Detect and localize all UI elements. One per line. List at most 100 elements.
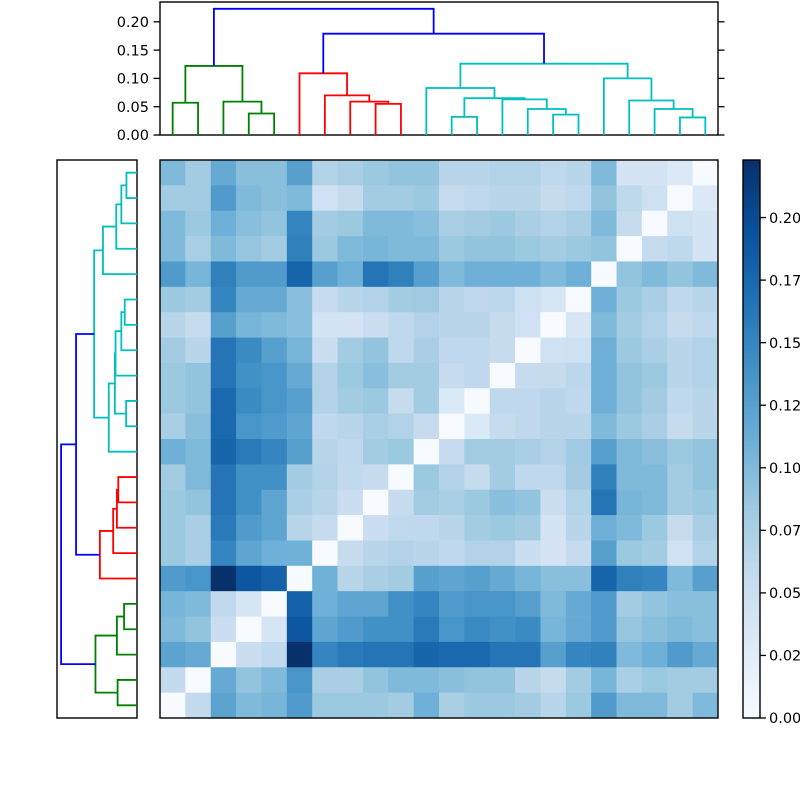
heatmap-cell — [565, 210, 592, 237]
heatmap-cell — [515, 616, 541, 643]
heatmap-cell — [616, 439, 643, 465]
dendrogram-link — [75, 333, 100, 556]
heatmap-cell — [362, 565, 389, 592]
heatmap-cell — [692, 692, 719, 719]
heatmap-cell — [210, 540, 237, 567]
heatmap-cell — [616, 641, 643, 668]
heatmap-cell — [185, 667, 212, 693]
heatmap-cell — [286, 540, 313, 567]
heatmap-cell — [439, 464, 465, 491]
heatmap-cell — [261, 210, 288, 237]
heatmap-cell — [337, 261, 364, 288]
dendrogram-link — [125, 400, 137, 428]
heatmap-cell — [185, 540, 212, 567]
heatmap-cell — [667, 337, 693, 364]
heatmap-cell — [464, 515, 491, 541]
dendrogram-link — [222, 100, 263, 135]
heatmap-cell — [667, 160, 693, 186]
heatmap-cell — [616, 362, 643, 389]
heatmap-cell — [337, 185, 364, 212]
heatmap-cell — [337, 616, 364, 643]
colorbar-tick-label: 0.02 — [769, 649, 800, 665]
heatmap-cell — [692, 362, 719, 389]
heatmap-cell — [591, 692, 617, 719]
heatmap-cell — [388, 667, 414, 693]
heatmap-cell — [185, 312, 212, 338]
heatmap-cell — [337, 591, 364, 617]
heatmap-cell — [489, 540, 516, 567]
heatmap-cell — [236, 362, 262, 389]
heatmap-cell — [641, 185, 668, 212]
heatmap-cell — [160, 236, 186, 262]
heatmap-cell — [312, 388, 338, 414]
heatmap-cell — [413, 692, 440, 719]
heatmap-cell — [337, 667, 364, 693]
heatmap-cell — [337, 565, 364, 592]
heatmap-cell — [464, 160, 491, 186]
heatmap-cell — [540, 540, 567, 567]
heatmap-cell — [641, 439, 668, 465]
heatmap-cell — [210, 286, 237, 313]
heatmap-cell — [489, 641, 516, 668]
heatmap-cell — [388, 210, 414, 237]
heatmap-cell — [464, 337, 491, 364]
heatmap-cell — [261, 591, 288, 617]
heatmap-cell — [667, 185, 693, 212]
heatmap-cell — [540, 286, 567, 313]
heatmap-cell — [312, 439, 338, 465]
heatmap-cell — [464, 464, 491, 491]
colorbar-tick-label: 0.10 — [769, 461, 800, 477]
heatmap-cell — [160, 565, 186, 592]
heatmap-cell — [210, 185, 237, 212]
dendrogram-link — [459, 62, 629, 89]
dendrogram-link — [115, 203, 137, 250]
heatmap-cell — [413, 312, 440, 338]
heatmap-cell — [286, 591, 313, 617]
heatmap-cell — [413, 388, 440, 414]
heatmap-cell — [312, 185, 338, 212]
heatmap-cell — [591, 160, 617, 186]
heatmap-cell — [489, 565, 516, 592]
dendrogram-link — [679, 116, 707, 135]
heatmap-cell — [692, 489, 719, 516]
heatmap-cell — [362, 312, 389, 338]
heatmap-cell — [489, 210, 516, 237]
heatmap-cell — [565, 464, 592, 491]
heatmap-cell — [210, 464, 237, 491]
heatmap-cell — [439, 210, 465, 237]
heatmap-cell — [667, 667, 693, 693]
heatmap-cell — [413, 667, 440, 693]
heatmap-cell — [337, 388, 364, 414]
heatmap-cell — [515, 261, 541, 288]
heatmap-cell — [515, 312, 541, 338]
heatmap-cell — [591, 236, 617, 262]
dendrogram-link — [113, 352, 127, 415]
heatmap-cell — [464, 439, 491, 465]
heatmap-cell — [565, 236, 592, 262]
heatmap-cell — [286, 286, 313, 313]
heatmap-cell — [286, 236, 313, 262]
heatmap-cell — [616, 591, 643, 617]
heatmap-cell — [286, 515, 313, 541]
heatmap-cell — [362, 185, 389, 212]
heatmap-cell — [388, 337, 414, 364]
heatmap-cell — [236, 439, 262, 465]
heatmap-cell — [413, 591, 440, 617]
heatmap-cell — [489, 489, 516, 516]
dendrogram-link — [463, 97, 526, 117]
heatmap-cell — [464, 210, 491, 237]
heatmap-cell — [565, 641, 592, 668]
heatmap-cell — [210, 261, 237, 288]
heatmap-cell — [515, 489, 541, 516]
heatmap-cell — [591, 362, 617, 389]
heatmap-cell — [185, 210, 212, 237]
heatmap-cell — [210, 210, 237, 237]
heatmap-cell — [236, 540, 262, 567]
heatmap-cell — [616, 667, 643, 693]
heatmap-cell — [540, 337, 567, 364]
heatmap-cell — [362, 210, 389, 237]
heatmap-cell — [312, 337, 338, 364]
heatmap-cell — [489, 337, 516, 364]
heatmap-cell — [236, 236, 262, 262]
heatmap-cell — [515, 692, 541, 719]
